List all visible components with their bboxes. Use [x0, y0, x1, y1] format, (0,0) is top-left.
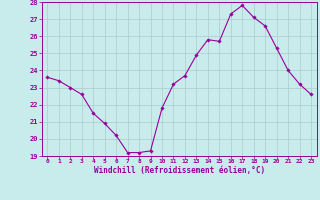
X-axis label: Windchill (Refroidissement éolien,°C): Windchill (Refroidissement éolien,°C): [94, 166, 265, 175]
